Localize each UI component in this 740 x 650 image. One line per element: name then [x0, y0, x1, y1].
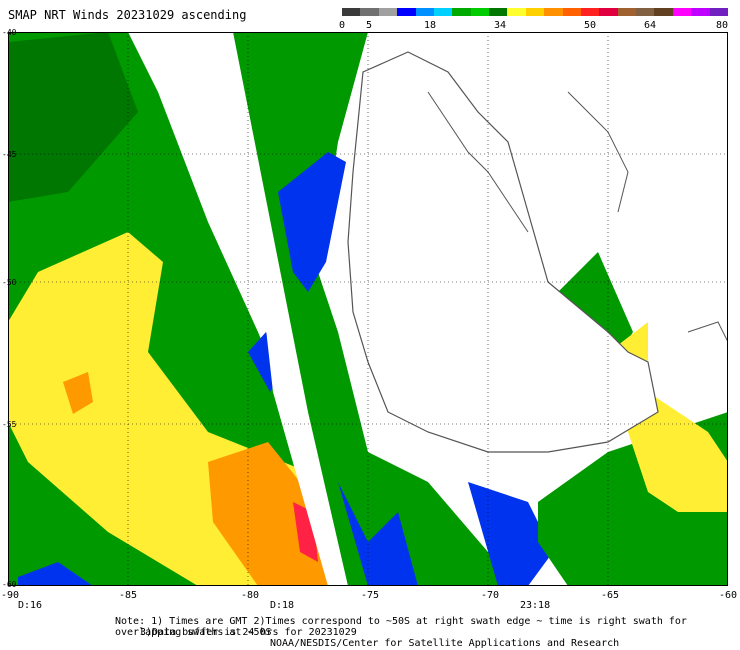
colorbar-segment [672, 8, 692, 16]
map-title: SMAP NRT Winds 20231029 ascending [8, 8, 247, 22]
colorbar-segment [691, 8, 710, 16]
x-tick-label: -75 [360, 590, 380, 601]
colorbar-segment [654, 8, 673, 16]
colorbar-segment [617, 8, 636, 16]
coastline-detail [427, 91, 529, 233]
colorbar-label: 34 [493, 20, 507, 31]
middle-swath-field [233, 32, 508, 586]
x-tick-label: -65 [600, 590, 620, 601]
blue-low-wind [18, 562, 93, 586]
colorbar-segment [580, 8, 600, 16]
colorbar-label: 0 [338, 20, 346, 31]
south-america-coastline [347, 51, 659, 453]
colorbar-segment [544, 8, 563, 16]
blue-low-wind [338, 482, 418, 586]
y-tick-label: -40 [2, 28, 17, 37]
colorbar-segment [415, 8, 434, 16]
y-tick-label: -50 [2, 278, 17, 287]
wind-speed-colorbar [342, 8, 728, 16]
blue-low-wind [278, 152, 346, 292]
colorbar-segment [709, 8, 728, 16]
note-line-1: Note: 1) Times are GMT 2)Times correspon… [115, 616, 687, 638]
colorbar-segment [636, 8, 655, 16]
swath-time-label: D:16 [18, 600, 43, 611]
x-tick-label: -60 [718, 590, 738, 601]
note-line-2: 3)Data buffer is 24 hrs for 20231029 [140, 627, 357, 638]
colorbar-segment [470, 8, 489, 16]
colorbar-segment [433, 8, 453, 16]
colorbar-segment [562, 8, 581, 16]
colorbar-segment [342, 8, 361, 16]
colorbar-segment [397, 8, 416, 16]
coastline-detail [567, 91, 629, 213]
coastline-detail [687, 321, 728, 343]
y-tick-label: -45 [2, 150, 17, 159]
colorbar-segment [378, 8, 398, 16]
grid-lines [8, 32, 728, 586]
y-tick-label: -55 [2, 420, 17, 429]
colorbar-label: 5 [365, 20, 373, 31]
colorbar-segment [489, 8, 508, 16]
colorbar-segment [507, 8, 526, 16]
x-tick-label: -80 [240, 590, 260, 601]
colorbar-segment [599, 8, 618, 16]
swath-time-label: D:18 [270, 600, 295, 611]
colorbar-segment [452, 8, 471, 16]
swath-time-label: 23:18 [520, 600, 551, 611]
orange-spot [63, 372, 93, 414]
y-tick-label: -60 [2, 580, 17, 589]
colorbar-segment [360, 8, 379, 16]
dark-green-patch [8, 32, 138, 202]
colorbar-segment [525, 8, 545, 16]
colorbar-label: 18 [423, 20, 437, 31]
blue-low-wind [468, 482, 553, 586]
x-tick-label: -85 [118, 590, 138, 601]
note-line-3: NOAA/NESDIS/Center for Satellite Applica… [270, 638, 620, 649]
map-frame [8, 32, 728, 586]
colorbar-label: 80 [715, 20, 729, 31]
colorbar-label: 64 [643, 20, 657, 31]
x-tick-label: -70 [480, 590, 500, 601]
x-tick-label: -90 [0, 590, 20, 601]
colorbar-label: 50 [583, 20, 597, 31]
wind-swaths [8, 32, 728, 586]
wind-map [8, 32, 728, 586]
